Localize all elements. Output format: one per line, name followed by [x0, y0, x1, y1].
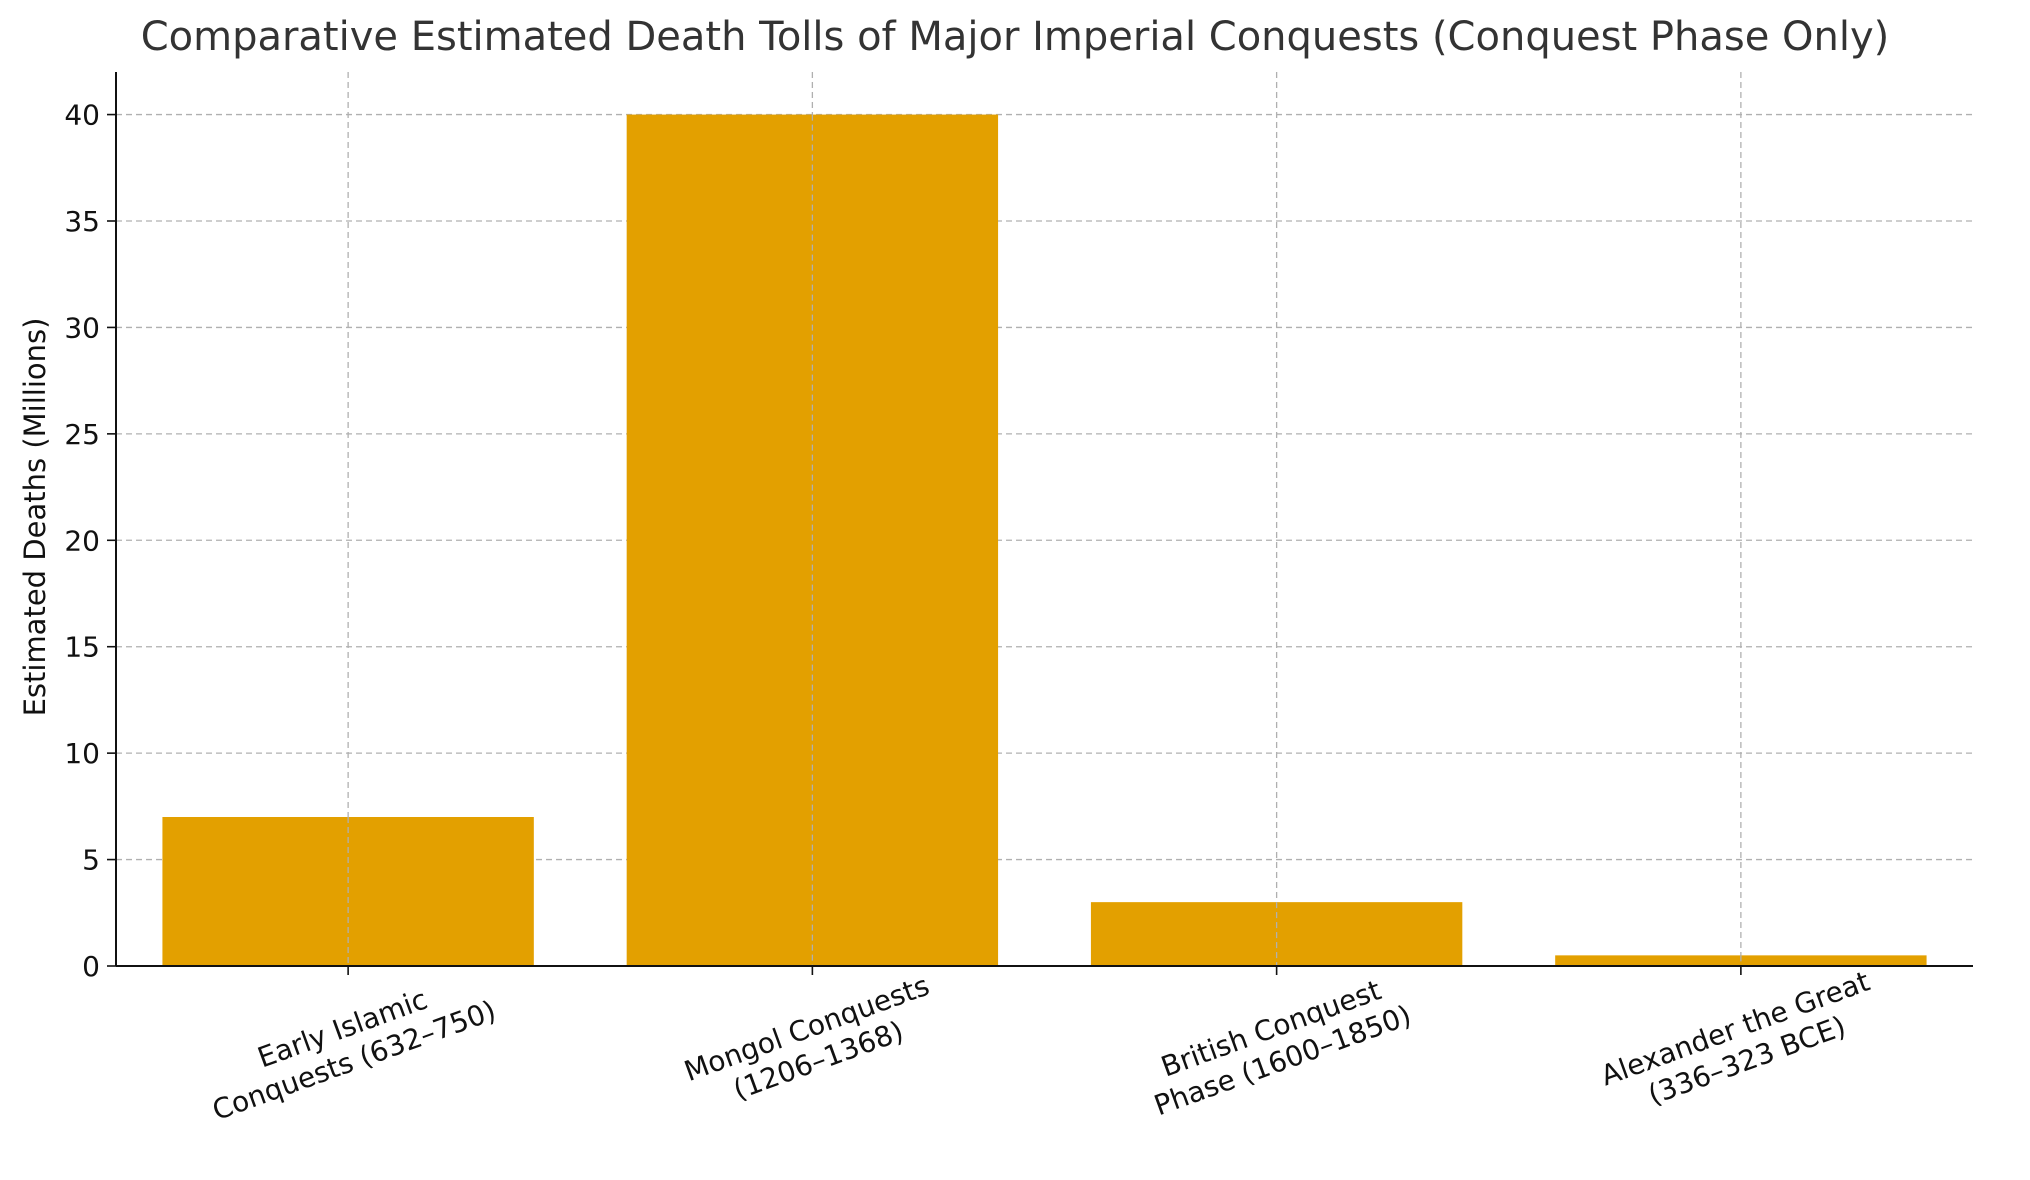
y-tick-label: 15 [64, 631, 100, 664]
y-tick-label: 30 [64, 311, 100, 344]
y-tick-label: 0 [82, 950, 100, 983]
y-tick-label: 35 [64, 205, 100, 238]
y-tick-label: 40 [64, 99, 100, 132]
y-tick-label: 10 [64, 737, 100, 770]
y-tick-label: 20 [64, 524, 100, 557]
x-tick-label: Alexander the Great(336–323 BCE) [1596, 965, 1874, 1112]
bars-layer [162, 114, 1927, 967]
x-tick-label: Mongol Conquests(1206–1368) [680, 969, 934, 1107]
chart-title: Comparative Estimated Death Tolls of Maj… [140, 14, 1890, 60]
y-tick-label: 25 [64, 418, 100, 451]
y-axis-label: Estimated Deaths (Millions) [18, 318, 52, 717]
y-tick-label: 5 [82, 844, 100, 877]
axes-layer [107, 72, 1973, 975]
